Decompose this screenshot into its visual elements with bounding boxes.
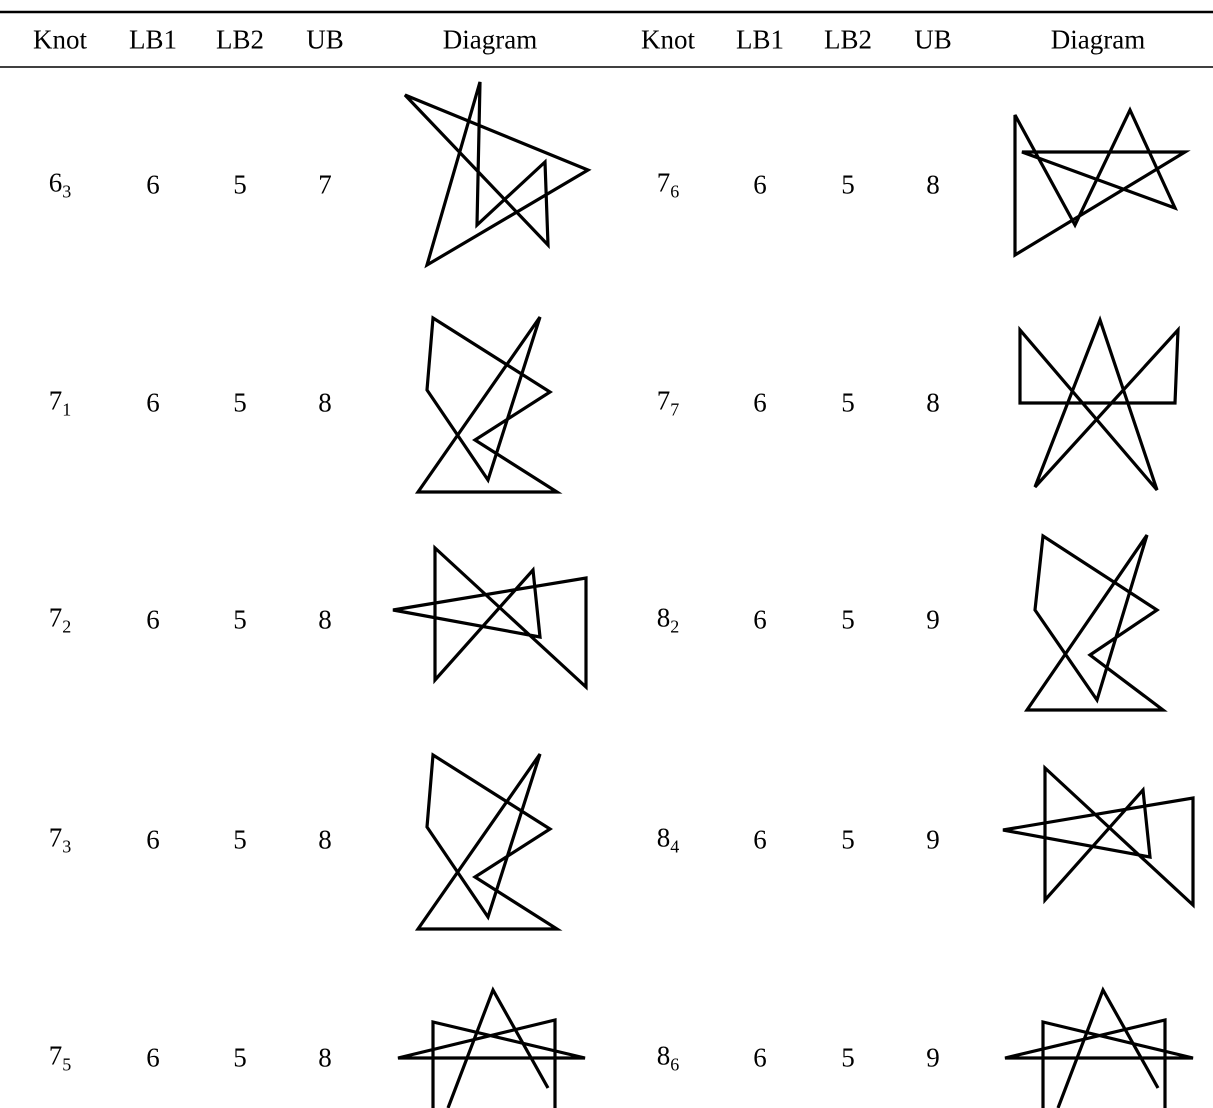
knot-diagram bbox=[1023, 533, 1168, 712]
lb2-cell: 5 bbox=[841, 387, 855, 418]
knot-diagram bbox=[1002, 764, 1195, 909]
knot-index: 3 bbox=[62, 836, 72, 857]
lb2-cell: 5 bbox=[841, 1042, 855, 1073]
header-cell: Knot bbox=[641, 24, 695, 55]
knot-index: 1 bbox=[62, 399, 72, 420]
knot-diagram bbox=[1056, 986, 1160, 1108]
knot-diagram bbox=[403, 81, 592, 269]
knot-name: 86 bbox=[657, 1041, 680, 1076]
lb1-cell: 6 bbox=[146, 824, 160, 855]
knot-name: 82 bbox=[657, 603, 680, 638]
lb2-cell: 5 bbox=[233, 604, 247, 635]
lb1-cell: 6 bbox=[146, 604, 160, 635]
knot-name: 84 bbox=[657, 823, 680, 858]
knot-index: 6 bbox=[670, 1054, 680, 1075]
knot-diagram bbox=[414, 315, 563, 494]
knot-diagram bbox=[414, 752, 563, 931]
knot-diagram bbox=[397, 1017, 586, 1108]
knot-crossings: 7 bbox=[48, 385, 63, 416]
knot-crossings: 6 bbox=[48, 167, 63, 198]
knot-name: 77 bbox=[657, 386, 680, 421]
knot-crossings: 8 bbox=[656, 602, 671, 633]
knot-diagram bbox=[1018, 315, 1180, 492]
knot-crossings: 8 bbox=[656, 822, 671, 853]
ub-cell: 8 bbox=[318, 387, 332, 418]
knot-name: 76 bbox=[657, 168, 680, 203]
header-cell: LB2 bbox=[823, 24, 873, 55]
lb1-cell: 6 bbox=[146, 387, 160, 418]
knot-crossings: 7 bbox=[656, 385, 671, 416]
knot-name: 63 bbox=[49, 168, 72, 203]
knot-index: 7 bbox=[670, 399, 680, 420]
knot-index: 5 bbox=[62, 1054, 72, 1075]
knot-index: 4 bbox=[670, 836, 680, 857]
header-cell: UB bbox=[914, 24, 952, 55]
knot-crossings: 7 bbox=[48, 1040, 63, 1071]
knot-index: 3 bbox=[62, 181, 72, 202]
knot-name: 73 bbox=[49, 823, 72, 858]
lb2-cell: 5 bbox=[233, 169, 247, 200]
lb2-cell: 5 bbox=[233, 1042, 247, 1073]
knot-diagram bbox=[392, 544, 588, 691]
knot-index: 2 bbox=[62, 616, 72, 637]
lb2-cell: 5 bbox=[841, 824, 855, 855]
lb1-cell: 6 bbox=[753, 604, 767, 635]
knot-diagram bbox=[1013, 106, 1191, 258]
ub-cell: 9 bbox=[926, 604, 940, 635]
header-cell: Knot bbox=[33, 24, 87, 55]
header-cell: UB bbox=[306, 24, 344, 55]
knot-index: 2 bbox=[670, 616, 680, 637]
ub-cell: 9 bbox=[926, 1042, 940, 1073]
header-cell: Diagram bbox=[1050, 24, 1146, 55]
header-cell: Diagram bbox=[442, 24, 538, 55]
knot-diagram bbox=[446, 986, 550, 1108]
lb2-cell: 5 bbox=[233, 824, 247, 855]
knot-name: 72 bbox=[49, 603, 72, 638]
header-cell: LB2 bbox=[215, 24, 265, 55]
ub-cell: 8 bbox=[318, 824, 332, 855]
lb1-cell: 6 bbox=[753, 824, 767, 855]
knot-index: 6 bbox=[670, 181, 680, 202]
lb2-cell: 5 bbox=[841, 169, 855, 200]
lb2-cell: 5 bbox=[841, 604, 855, 635]
ub-cell: 8 bbox=[318, 604, 332, 635]
ub-cell: 7 bbox=[318, 169, 332, 200]
lb1-cell: 6 bbox=[753, 1042, 767, 1073]
knot-crossings: 7 bbox=[656, 167, 671, 198]
knot-crossings: 7 bbox=[48, 602, 63, 633]
lb1-cell: 6 bbox=[146, 169, 160, 200]
header-cell: LB1 bbox=[128, 24, 178, 55]
knot-name: 71 bbox=[49, 386, 72, 421]
lb1-cell: 6 bbox=[146, 1042, 160, 1073]
knot-crossings: 7 bbox=[48, 822, 63, 853]
ub-cell: 8 bbox=[926, 387, 940, 418]
lb1-cell: 6 bbox=[753, 169, 767, 200]
ub-cell: 8 bbox=[926, 169, 940, 200]
knot-crossings: 8 bbox=[656, 1040, 671, 1071]
lb1-cell: 6 bbox=[753, 387, 767, 418]
knot-name: 75 bbox=[49, 1041, 72, 1076]
ub-cell: 9 bbox=[926, 824, 940, 855]
knot-diagram bbox=[1004, 1017, 1194, 1108]
header-cell: LB1 bbox=[735, 24, 785, 55]
lb2-cell: 5 bbox=[233, 387, 247, 418]
ub-cell: 8 bbox=[318, 1042, 332, 1073]
